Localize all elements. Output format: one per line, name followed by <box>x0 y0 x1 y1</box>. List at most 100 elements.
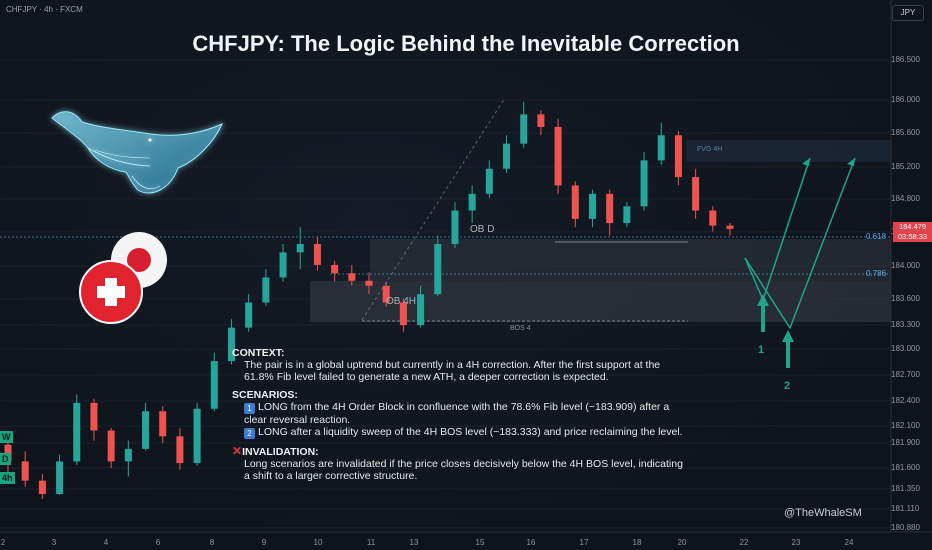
bar-timer: 03:58:33 <box>897 232 928 241</box>
time-axis-label: 8 <box>209 538 215 547</box>
invalidation-line-2: a shift to a larger corrective structure… <box>244 470 418 482</box>
analysis-text: CONTEXT: The pair is in a global uptrend… <box>232 347 752 482</box>
time-axis-label: 24 <box>844 538 854 547</box>
price-axis-label: 181.110 <box>891 504 920 513</box>
current-price: 184.479 <box>898 222 927 231</box>
candle-body <box>193 408 201 464</box>
time-axis-label: 17 <box>579 538 589 547</box>
price-axis-label: 184.800 <box>891 194 920 203</box>
candle-body <box>606 193 614 224</box>
invalidation-heading: INVALIDATION: <box>242 446 319 458</box>
invalidation-line-1: Long scenarios are invalidated if the pr… <box>244 458 683 470</box>
candle-body <box>176 436 184 464</box>
candle-body <box>313 243 321 265</box>
scenario-2-marker: 2 <box>784 380 791 392</box>
candle-body <box>554 126 562 186</box>
current-price-tag: 184.479 03:58:33 <box>893 222 932 242</box>
price-axis-label: 184.000 <box>891 261 920 270</box>
context-line-1: The pair is in a global uptrend but curr… <box>244 359 661 371</box>
candle-body <box>365 280 373 286</box>
scenario-1-arrowhead <box>802 158 810 166</box>
candle-body <box>142 411 150 449</box>
candle-body <box>520 114 528 144</box>
candle-body <box>692 177 700 211</box>
candle-body <box>296 243 304 253</box>
whale-illustration <box>51 111 223 194</box>
scenarios-heading: SCENARIOS: <box>232 389 298 401</box>
scenario-1-up-arrow <box>757 294 769 332</box>
scenario-2-arrowhead <box>847 158 855 166</box>
candle-body <box>503 143 511 169</box>
candle-body <box>124 448 132 462</box>
time-axis-label: 13 <box>409 538 419 547</box>
scenario-1-marker: 1 <box>758 344 765 356</box>
time-axis-label: 9 <box>261 538 267 547</box>
candle-body <box>262 277 270 303</box>
price-axis-label: 185.600 <box>891 128 920 137</box>
scenario-2-up-arrow <box>782 330 794 368</box>
context-heading: CONTEXT: <box>232 347 285 359</box>
time-axis-label: 18 <box>632 538 642 547</box>
price-axis-label: 182.100 <box>891 421 920 430</box>
context-line-2: 61.8% Fib level failed to generate a new… <box>244 371 609 383</box>
price-axis-label: 186.000 <box>891 95 920 104</box>
candle-body <box>399 302 407 326</box>
candle-body <box>73 402 81 462</box>
price-axis-label: 180.880 <box>891 523 920 532</box>
price-axis-label: 181.600 <box>891 463 920 472</box>
candle-body <box>451 210 459 244</box>
symbol-header: CHFJPY · 4h · FXCM <box>6 5 83 14</box>
candle-body <box>348 273 356 281</box>
price-axis-label: 183.600 <box>891 294 920 303</box>
author-credit: @TheWhaleSM <box>784 507 862 519</box>
candle-body <box>21 461 29 481</box>
ob-d-zone <box>370 239 891 281</box>
scenario-1-line-2: clear reversal reaction. <box>244 414 351 426</box>
price-axis-label: 181.900 <box>891 438 920 447</box>
candle-body <box>709 210 717 226</box>
candle-body <box>227 327 235 362</box>
chart-title: CHFJPY: The Logic Behind the Inevitable … <box>192 31 740 56</box>
time-axis-label: 6 <box>155 538 161 547</box>
fib-786-label: 0.786 <box>866 269 887 278</box>
candle-body <box>56 461 64 495</box>
candle-body <box>90 402 98 431</box>
time-axis-label: 22 <box>739 538 749 547</box>
candle-body <box>657 135 665 161</box>
timeframe-tag-4h: 4h <box>0 472 15 484</box>
candle-body <box>279 252 287 278</box>
swiss-flag-icon <box>79 260 143 324</box>
candle-body <box>537 114 545 127</box>
candle-body <box>417 294 425 326</box>
candle-body <box>588 193 596 219</box>
timeframe-tag-daily: D <box>0 453 11 465</box>
chart-grid <box>0 59 891 529</box>
price-axis-label: 185.200 <box>891 162 920 171</box>
candle-body <box>245 302 253 328</box>
candle-body <box>210 361 218 409</box>
time-axis-label: 10 <box>313 538 323 547</box>
scenario-2-keycap-icon: 2 <box>244 428 255 439</box>
time-axis-label: 16 <box>526 538 536 547</box>
currency-selector[interactable]: JPY <box>892 5 924 21</box>
candle-body <box>468 193 476 211</box>
candle-body <box>107 430 115 462</box>
scenario-2-path <box>744 157 856 330</box>
candle-body <box>485 168 493 194</box>
time-axis-label: 23 <box>791 538 801 547</box>
fvg-label: FVG 4H <box>697 146 723 153</box>
candle-body <box>623 206 631 224</box>
fib-618-label: 0.618 <box>866 232 887 241</box>
price-axis-label: 182.700 <box>891 370 920 379</box>
cross-mark-icon: ✕ <box>232 444 243 458</box>
price-axis-label: 183.000 <box>891 344 920 353</box>
candle-body <box>159 411 167 437</box>
bos-label: BOS 4 <box>510 325 531 332</box>
price-axis-label: 186.500 <box>891 55 920 64</box>
price-axis-label: 182.400 <box>891 396 920 405</box>
candle-body <box>331 264 339 274</box>
timeframe-tag-weekly: W <box>0 431 13 443</box>
time-axis-label: 3 <box>51 538 57 547</box>
